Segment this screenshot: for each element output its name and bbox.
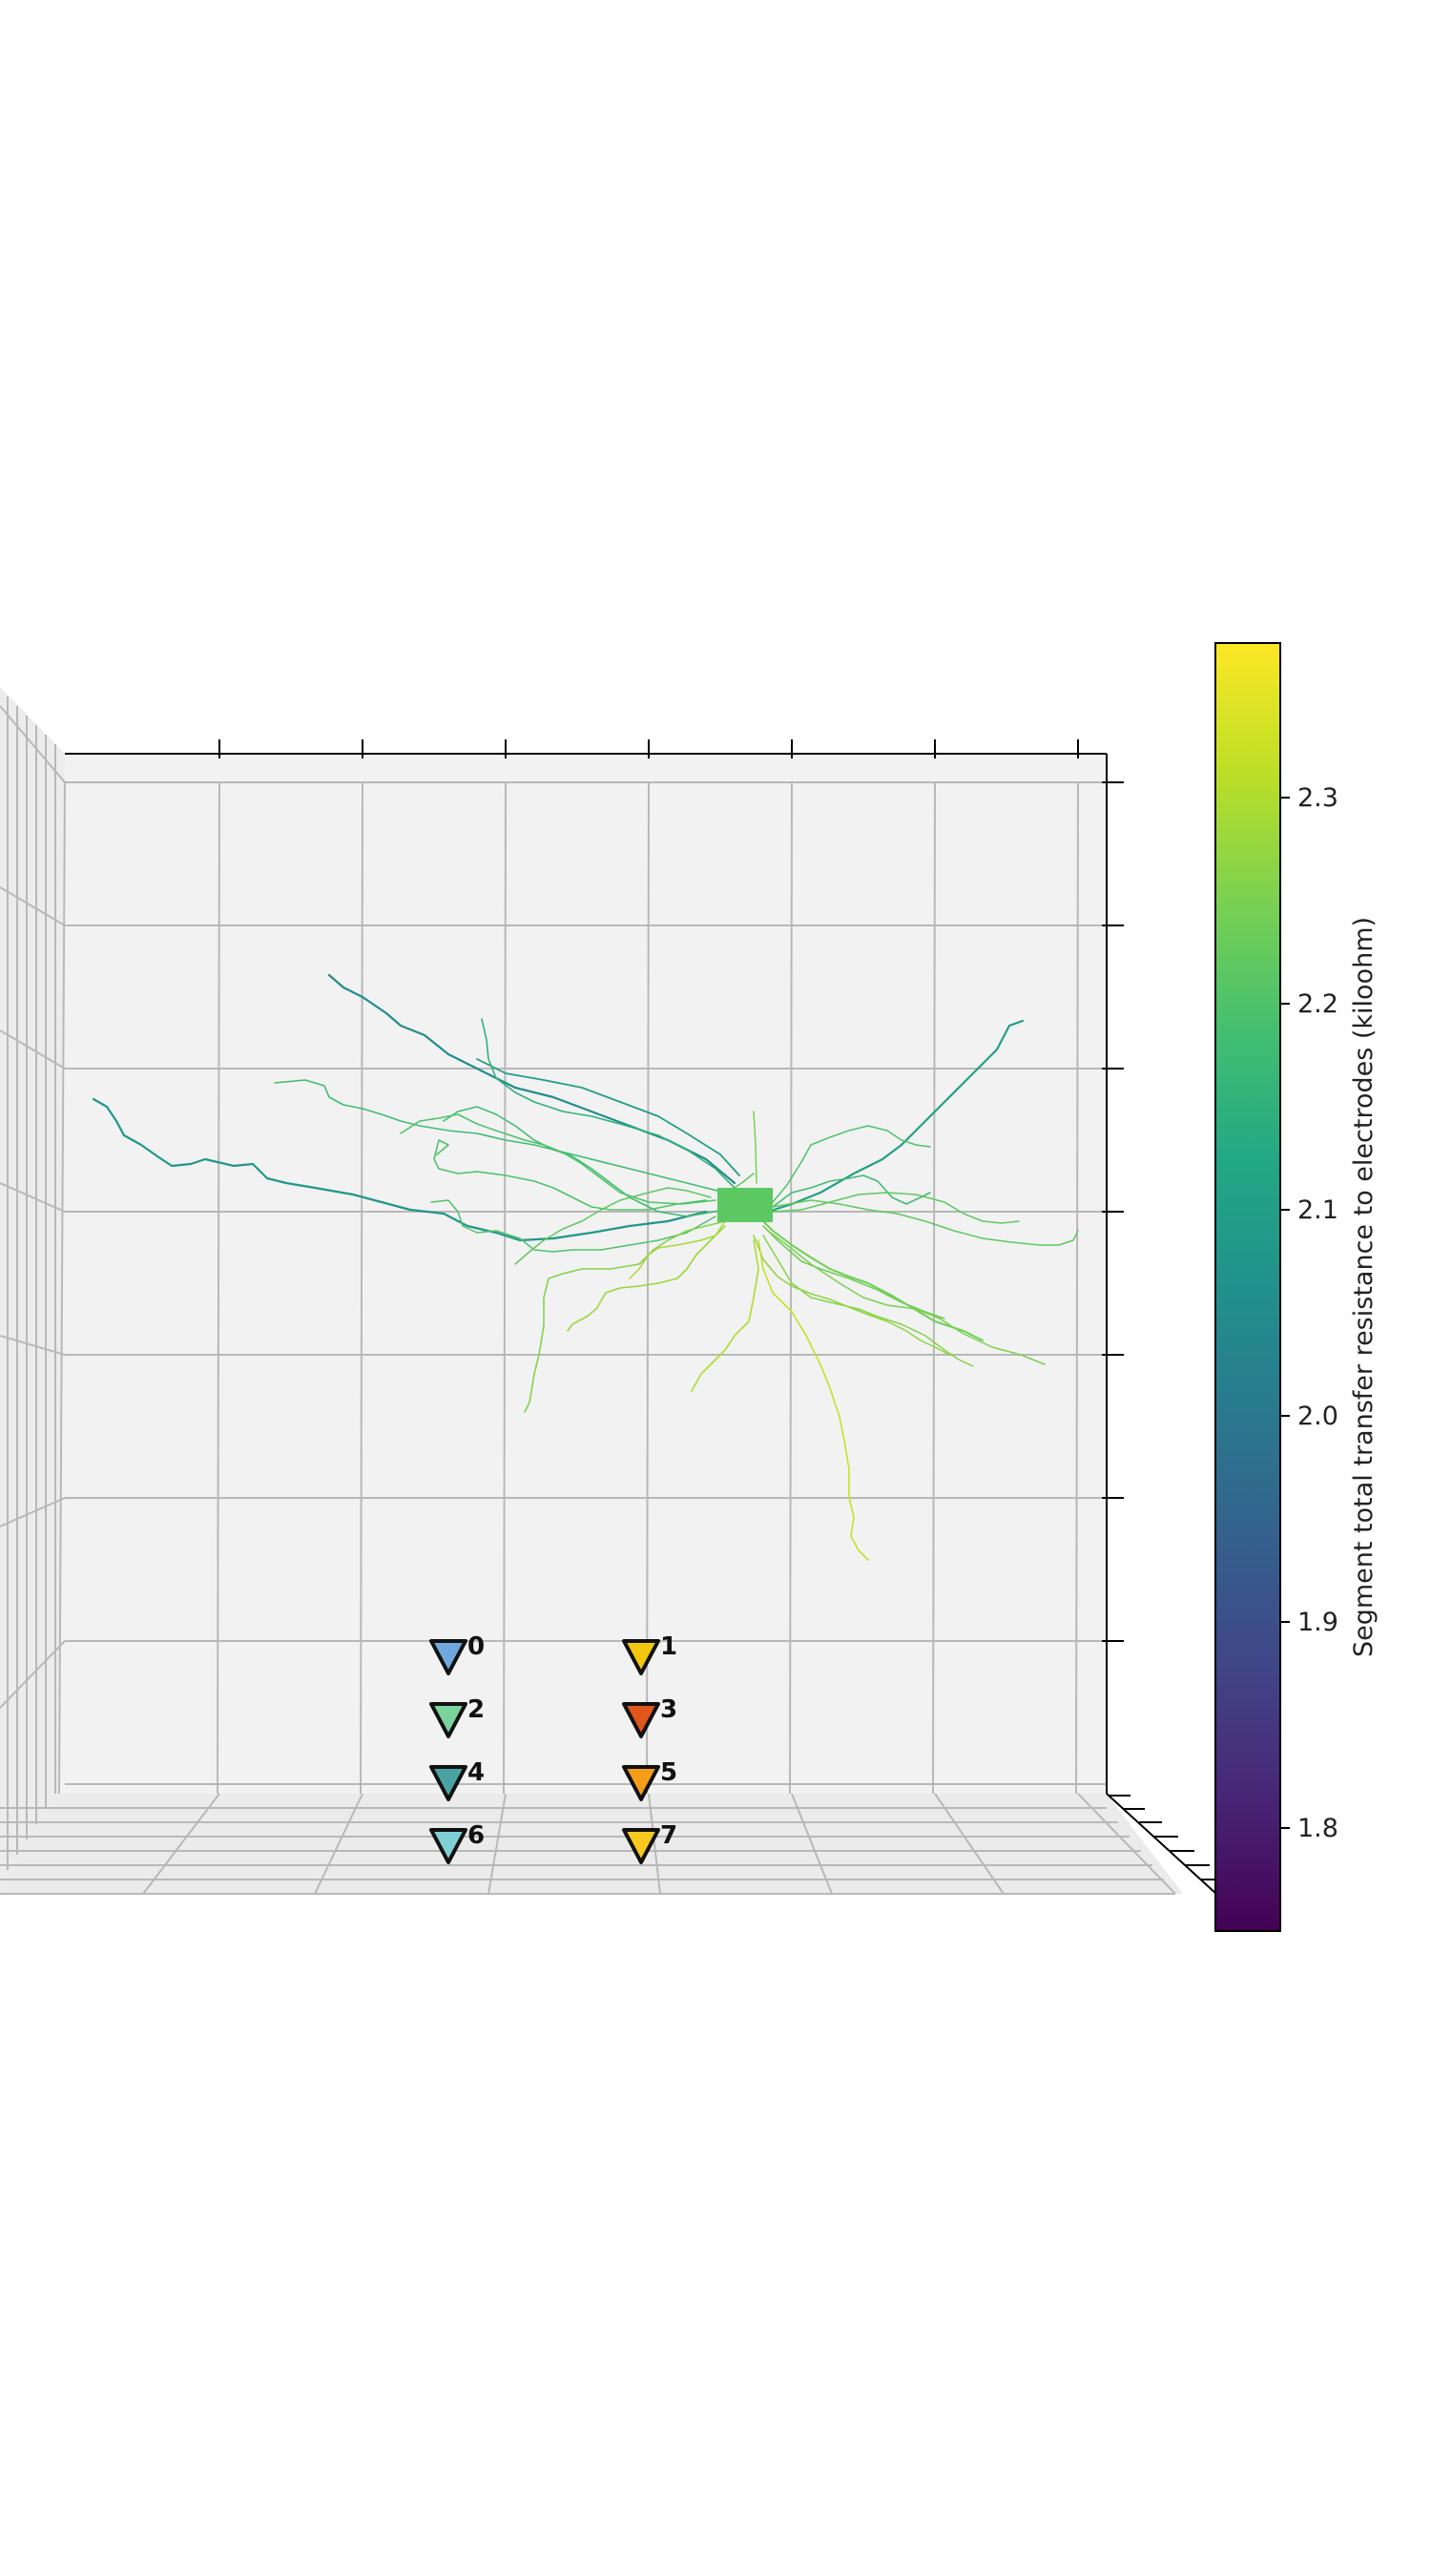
gridline-left-pane (0, 705, 66, 783)
electrode-label: 5 (660, 1758, 677, 1787)
electrode-marker-icon (429, 1765, 467, 1801)
gridline-vertical (932, 781, 936, 1795)
neurite-branch (767, 1230, 1046, 1365)
electrode-marker-icon (622, 1639, 660, 1675)
neurite-branch (772, 1192, 1020, 1224)
electrode-label: 3 (660, 1695, 677, 1724)
back-pane (59, 754, 1107, 1794)
neurite-branch (567, 1225, 726, 1332)
gridline-floor (934, 1793, 1005, 1895)
axes-3d (0, 687, 1224, 1895)
neurite-branch (524, 1220, 726, 1413)
colorbar-tick-label: 2.3 (1297, 783, 1338, 813)
neurite-branch (762, 1235, 974, 1367)
gridline-left-pane (0, 886, 66, 926)
electrode-markers: 0 1 2 3 4 5 6 7 (429, 1632, 677, 1864)
colorbar: 1.8 1.9 2.0 2.1 2.2 2.3 Segment total transfe… (1214, 642, 1379, 1932)
electrode-marker-icon (429, 1828, 467, 1864)
electrode-5: 5 (622, 1758, 677, 1801)
electrode-marker-icon (429, 1702, 467, 1738)
gridline-floor (648, 1793, 661, 1895)
gridline-vertical (1075, 781, 1079, 1795)
gridline-vertical (646, 781, 650, 1795)
gridline-floor (142, 1793, 220, 1895)
electrode-label: 4 (467, 1758, 485, 1787)
gridline-vertical (360, 781, 363, 1795)
neurite-branch (762, 1225, 945, 1319)
electrode-4: 4 (429, 1758, 485, 1801)
neurite-branch (481, 1018, 736, 1189)
electrode-6: 6 (429, 1821, 485, 1864)
electrode-marker-icon (622, 1765, 660, 1801)
neurite-branch (400, 1113, 716, 1205)
colorbar-tick-label: 2.2 (1297, 989, 1338, 1019)
gridline-vertical (58, 781, 66, 1795)
neurite-branch (772, 1174, 931, 1208)
electrode-marker-icon (622, 1828, 660, 1864)
colorbar-gradient (1214, 642, 1281, 1932)
colorbar-tick-label: 1.8 (1297, 1814, 1338, 1843)
electrode-label: 1 (660, 1632, 677, 1661)
gridline-left-pane (0, 1029, 66, 1070)
electrode-7: 7 (622, 1821, 677, 1864)
colorbar-axis-label: Segment total transfer resistance to ele… (1349, 917, 1379, 1657)
colorbar-tick-label: 2.0 (1297, 1402, 1338, 1431)
floor-pane (0, 1794, 1183, 1894)
neurite-branch (772, 1125, 931, 1203)
gridline-left-pane (0, 1182, 66, 1213)
neurite-branch (753, 1111, 757, 1184)
neuron-morphology (92, 973, 1079, 1561)
neurite-branch (772, 1199, 1079, 1246)
neurite-branch (514, 1187, 712, 1265)
gridline-floor (487, 1793, 507, 1895)
neurite-branch (766, 1019, 1025, 1214)
gridline-left-pane (0, 1640, 66, 1709)
gridline-vertical (789, 781, 793, 1795)
electrode-label: 0 (467, 1632, 485, 1661)
neurite-branch (274, 1079, 726, 1194)
neurite-branch (476, 1058, 740, 1176)
neurite-branch (433, 1139, 707, 1211)
gridline-left-pane (0, 1335, 66, 1356)
gridline-vertical (503, 781, 507, 1795)
gridline-vertical (217, 781, 220, 1795)
electrode-1: 1 (622, 1632, 677, 1675)
neurite-branch (629, 1220, 726, 1279)
gridline-floor (791, 1793, 833, 1895)
electrode-label: 7 (660, 1821, 677, 1850)
electrode-marker-icon (429, 1639, 467, 1675)
neurite-branch (327, 973, 736, 1185)
neurite-branch (734, 1173, 755, 1189)
neurite-branch (757, 1239, 869, 1561)
electrode-0: 0 (429, 1632, 485, 1675)
electrode-label: 2 (467, 1695, 485, 1724)
electrode-marker-icon (622, 1702, 660, 1738)
colorbar-tick-label: 1.9 (1297, 1608, 1338, 1637)
gridline-floor (314, 1793, 363, 1895)
depth-axis-line (1106, 1793, 1217, 1895)
electrode-label: 6 (467, 1821, 485, 1850)
soma (717, 1188, 773, 1222)
neurite-branch (430, 1199, 716, 1253)
gridline-left-pane (0, 1497, 66, 1527)
neurite-branch (691, 1239, 759, 1392)
colorbar-tick-label: 2.1 (1297, 1195, 1338, 1225)
gridline-floor (1077, 1793, 1176, 1895)
electrode-2: 2 (429, 1695, 485, 1738)
electrode-3: 3 (622, 1695, 677, 1738)
neurite-branch (762, 1220, 984, 1341)
neurite-branch (753, 1235, 950, 1356)
